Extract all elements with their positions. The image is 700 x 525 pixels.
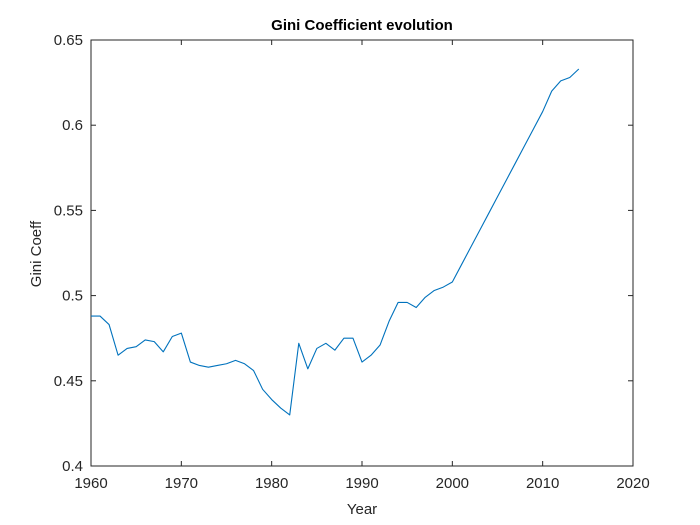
- x-axis-label: Year: [347, 501, 377, 518]
- data-point: [306, 367, 309, 370]
- y-tick-label: 0.4: [62, 458, 83, 475]
- data-point: [505, 178, 508, 181]
- data-point: [324, 342, 327, 345]
- data-point: [351, 337, 354, 340]
- y-tick-label: 0.55: [54, 202, 83, 219]
- x-tick-label: 2000: [436, 475, 469, 492]
- x-tick-label: 1980: [255, 475, 288, 492]
- data-point: [225, 362, 228, 365]
- data-point: [171, 335, 174, 338]
- data-point: [315, 347, 318, 350]
- data-point: [117, 354, 120, 357]
- data-point: [442, 286, 445, 289]
- data-point: [216, 364, 219, 367]
- data-point: [135, 345, 138, 348]
- series-line: [91, 68, 580, 416]
- axes-box: [90, 39, 634, 467]
- data-point: [496, 195, 499, 198]
- data-point: [243, 362, 246, 365]
- data-point: [153, 340, 156, 343]
- data-point: [270, 398, 273, 401]
- data-point: [180, 332, 183, 335]
- data-point: [532, 127, 535, 130]
- data-point: [333, 349, 336, 352]
- plot-area: 1960 1970 1980 1990 2000 2010 2020 0.4 0.45 0.5 0.…: [54, 32, 650, 492]
- data-point: [189, 361, 192, 364]
- y-tick-label: 0.65: [54, 32, 83, 49]
- data-point: [523, 144, 526, 147]
- x-tick-label: 2020: [616, 475, 649, 492]
- data-point: [342, 337, 345, 340]
- data-point: [397, 301, 400, 304]
- data-point: [288, 413, 291, 416]
- data-point: [415, 306, 418, 309]
- data-point: [207, 366, 210, 369]
- data-point: [198, 364, 201, 367]
- data-point: [433, 289, 436, 292]
- data-point: [568, 76, 571, 79]
- data-point: [370, 354, 373, 357]
- data-point: [279, 407, 282, 410]
- data-point: [126, 347, 129, 350]
- data-point: [514, 161, 517, 164]
- data-point: [550, 90, 553, 93]
- data-point: [297, 342, 300, 345]
- data-point: [388, 320, 391, 323]
- data-point: [90, 315, 93, 318]
- data-point: [162, 350, 165, 353]
- data-point: [424, 296, 427, 299]
- data-point: [559, 79, 562, 82]
- data-point: [252, 369, 255, 372]
- y-tick-label: 0.6: [62, 117, 83, 134]
- chart-title: Gini Coefficient evolution: [271, 17, 453, 34]
- x-tick-label: 1970: [165, 475, 198, 492]
- data-point: [541, 110, 544, 113]
- data-point: [577, 67, 580, 70]
- data-point: [261, 388, 264, 391]
- data-point: [478, 229, 481, 232]
- x-tick-label: 2010: [526, 475, 559, 492]
- data-point: [99, 315, 102, 318]
- data-point: [460, 263, 463, 266]
- y-tick-label: 0.45: [54, 373, 83, 390]
- data-point: [144, 338, 147, 341]
- data-point: [361, 361, 364, 364]
- data-point: [379, 344, 382, 347]
- data-point: [234, 359, 237, 362]
- y-tick-label: 0.5: [62, 288, 83, 305]
- data-point: [108, 323, 111, 326]
- data-point: [487, 212, 490, 215]
- y-axis-label: Gini Coeff: [28, 220, 45, 287]
- data-point: [451, 280, 454, 283]
- data-point: [406, 301, 409, 304]
- x-tick-label: 1960: [74, 475, 107, 492]
- data-point: [469, 246, 472, 249]
- x-tick-label: 1990: [345, 475, 378, 492]
